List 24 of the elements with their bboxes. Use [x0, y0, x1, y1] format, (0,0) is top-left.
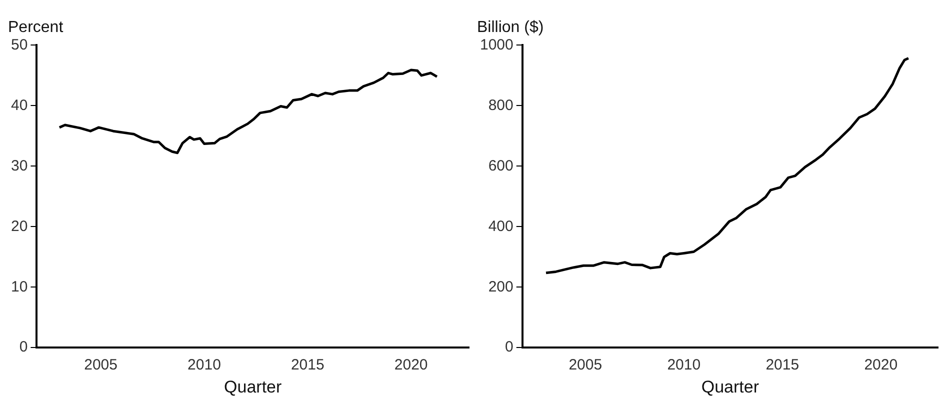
x-tick-label: 2005 [84, 356, 118, 374]
y-axis-title: Billion ($) [477, 19, 544, 36]
y-tick-label: 10 [10, 278, 28, 296]
x-tick-label: 2020 [394, 356, 428, 374]
y-tick-label: 0 [505, 338, 514, 356]
y-tick-label: 30 [10, 157, 28, 174]
x-tick-label: 2015 [766, 356, 800, 374]
x-tick-label: 2010 [667, 356, 701, 374]
y-tick-label: 600 [488, 157, 514, 174]
y-tick-label: 200 [488, 278, 514, 296]
y-tick-label: 0 [19, 338, 28, 356]
y-axis-title: Percent [8, 19, 64, 36]
x-axis-title: Quarter [701, 377, 760, 396]
y-tick-label: 50 [10, 36, 28, 54]
x-tick-label: 2020 [864, 356, 898, 374]
x-tick-label: 2010 [188, 356, 221, 374]
y-tick-label: 400 [488, 218, 514, 235]
x-tick-label: 2005 [568, 356, 602, 374]
y-tick-label: 800 [488, 96, 514, 114]
y-tick-label: 20 [10, 218, 28, 235]
x-axis-title: Quarter [224, 377, 282, 396]
y-tick-label: 40 [10, 96, 28, 114]
y-tick-label: 1000 [480, 36, 514, 54]
x-tick-label: 2015 [290, 356, 324, 374]
